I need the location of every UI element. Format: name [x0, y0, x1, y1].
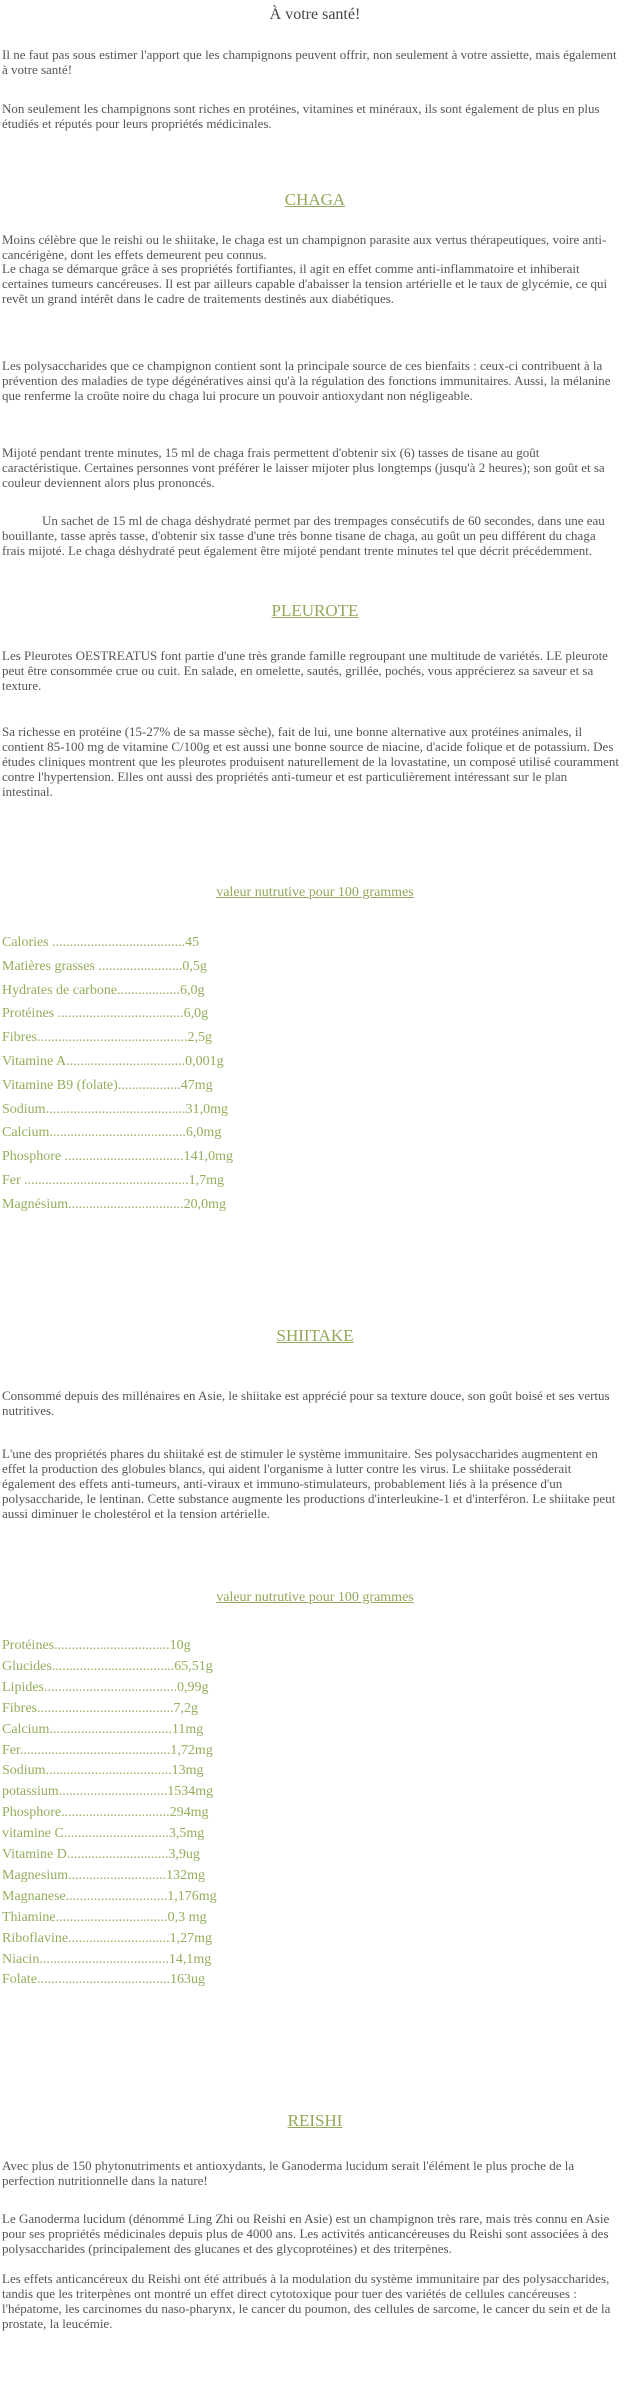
- page-title: À votre santé!: [269, 6, 361, 23]
- nutrition-item: Calories ...............................…: [2, 935, 200, 950]
- section-heading: SHIITAKE: [276, 1326, 354, 1345]
- paragraph: Le chaga se démarque grâce à ses proprié…: [2, 261, 608, 306]
- nutrition-item: Magnanese.............................1,…: [2, 1888, 217, 1904]
- nutrition-item: Glucides................................…: [2, 1658, 213, 1674]
- nutrition-item: Matières grasses .......................…: [2, 958, 207, 974]
- nutrition-item: Sodium..................................…: [2, 1101, 228, 1117]
- nutrition-item: vitamine C..............................…: [2, 1826, 205, 1842]
- nutrition-item: Calcium.................................…: [2, 1721, 204, 1737]
- paragraph: Le Ganoderma lucidum (dénommé Ling Zhi o…: [2, 2211, 610, 2256]
- paragraph: Mijoté pendant trente minutes, 15 ml de …: [2, 445, 605, 490]
- nutrition-item: Vitamine D.............................3…: [2, 1847, 200, 1862]
- section-heading: PLEUROTE: [271, 601, 359, 620]
- paragraph: Moins célèbre que le reishi ou le shiita…: [2, 232, 607, 262]
- nutrition-item: Thiamine................................…: [2, 1909, 207, 1925]
- nutrition-item: Protéines ..............................…: [2, 1006, 209, 1022]
- nutrition-heading: valeur nutrutive pour 100 grammes: [216, 885, 414, 900]
- nutrition-item: Phosphore ..............................…: [2, 1149, 233, 1165]
- nutrition-item: Vitamine A..............................…: [2, 1054, 224, 1069]
- nutrition-item: Folate..................................…: [2, 1972, 205, 1988]
- nutrition-item: Fer ....................................…: [2, 1173, 225, 1188]
- nutrition-item: Riboflavine.............................…: [2, 1930, 212, 1946]
- nutrition-item: Niacin..................................…: [2, 1951, 212, 1967]
- paragraph: L'une des propriétés phares du shiitaké …: [2, 1446, 616, 1521]
- section-heading: CHAGA: [284, 190, 346, 209]
- nutrition-item: Sodium..................................…: [2, 1763, 204, 1779]
- nutrition-item: potassium...............................…: [2, 1784, 214, 1800]
- nutrition-item: Calcium.................................…: [2, 1125, 222, 1141]
- nutrition-item: Fibres..................................…: [2, 1700, 198, 1716]
- nutrition-heading: valeur nutrutive pour 100 grammes: [216, 1590, 414, 1605]
- paragraph: Il ne faut pas sous estimer l'apport que…: [2, 47, 617, 77]
- paragraph: Un sachet de 15 ml de chaga déshydraté p…: [2, 513, 605, 558]
- nutrition-item: Lipides.................................…: [2, 1679, 209, 1695]
- paragraph: Les Pleurotes OESTREATUS font partie d'u…: [2, 648, 608, 693]
- paragraph: Avec plus de 150 phytonutriments et anti…: [2, 2158, 575, 2188]
- nutrition-item: Protéines...............................…: [2, 1638, 191, 1653]
- nutrition-item: Hydrates de carbone..................6,0…: [2, 982, 205, 998]
- nutrition-item: Fibres..................................…: [2, 1030, 212, 1046]
- nutrition-item: Phosphore...............................…: [2, 1805, 209, 1821]
- paragraph: Les polysaccharides que ce champignon co…: [2, 358, 611, 403]
- nutrition-item: Fer.....................................…: [2, 1742, 213, 1758]
- section-heading: REISHI: [287, 2111, 343, 2130]
- paragraph: Sa richesse en protéine (15-27% de sa ma…: [2, 724, 619, 799]
- paragraph: Non seulement les champignons sont riche…: [2, 101, 600, 131]
- nutrition-item: Vitamine B9 (folate)..................47…: [2, 1077, 213, 1093]
- paragraph: Consommé depuis des millénaires en Asie,…: [2, 1388, 610, 1418]
- nutrition-item: Magnesium............................132…: [2, 1867, 205, 1883]
- paragraph: Les effets anticancéreux du Reishi ont é…: [2, 2271, 611, 2331]
- nutrition-item: Magnésium...............................…: [2, 1196, 226, 1212]
